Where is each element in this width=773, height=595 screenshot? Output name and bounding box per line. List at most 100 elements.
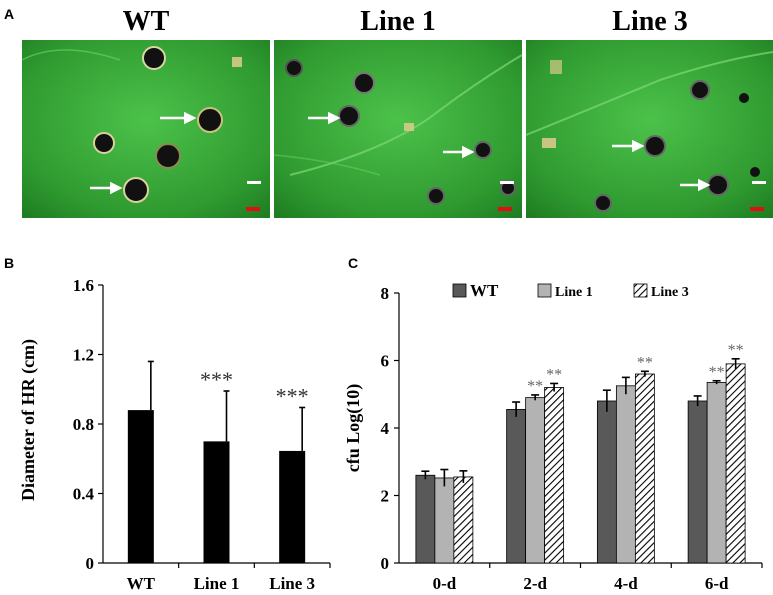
significance-label: ***	[276, 383, 309, 408]
lesion	[739, 93, 749, 103]
significance-label: ***	[200, 367, 233, 392]
lesion	[644, 135, 666, 157]
panel-c-letter: C	[348, 255, 359, 271]
error-bar	[602, 389, 611, 412]
bar-line-1	[615, 385, 636, 564]
panel-b-letter: B	[4, 255, 15, 271]
lesion	[707, 174, 729, 196]
leaf-photo-line1	[273, 40, 523, 218]
scale-bar-white	[752, 181, 766, 184]
error-bar	[421, 470, 430, 480]
bar-line-1	[434, 477, 455, 564]
chart-c-ylabel: cfu Log(10)	[345, 384, 364, 473]
legend-swatch	[452, 283, 467, 298]
bar-line-3	[634, 373, 655, 564]
y-tick-label: 4	[381, 419, 390, 438]
x-tick-label: WT	[127, 574, 156, 593]
bar	[279, 450, 306, 563]
error-bar	[731, 358, 740, 369]
lesion	[750, 167, 760, 177]
y-tick-label: 0.4	[73, 485, 95, 504]
scale-bar-red	[246, 207, 260, 211]
legend-label: Line 1	[555, 285, 593, 300]
legend-swatch	[537, 283, 552, 298]
bar-wt	[596, 400, 617, 564]
photo-title-line3: Line 3	[612, 6, 688, 37]
lesion	[690, 80, 710, 100]
bar-line-1	[706, 382, 727, 564]
significance-label: **	[527, 378, 543, 395]
lesion	[594, 194, 612, 212]
scale-bar-red	[750, 207, 764, 211]
lesion	[474, 141, 492, 159]
bar-wt	[506, 409, 527, 564]
x-tick-label: 4-d	[614, 574, 638, 593]
bar	[203, 441, 230, 563]
x-tick-label: 2-d	[523, 574, 547, 593]
significance-label: **	[546, 366, 562, 383]
photo-title-line1: Line 1	[360, 6, 436, 37]
legend-item-line-3: Line 3	[633, 283, 689, 300]
scale-bar-white	[247, 181, 261, 184]
error-bar	[299, 406, 306, 451]
y-tick-label: 0	[381, 554, 390, 573]
lesion	[197, 107, 223, 133]
lesion	[93, 132, 115, 154]
chart-b: Diameter of HR (cm) 0 0.4 0.8 1.2 1.6 WT Line …	[18, 276, 331, 593]
bar-line-1	[525, 397, 546, 564]
lesion	[155, 143, 181, 169]
error-bar	[223, 390, 230, 442]
error-bar	[440, 468, 449, 487]
x-tick-label: 6-d	[705, 574, 729, 593]
error-bar	[640, 370, 649, 377]
bar	[127, 410, 154, 563]
lesion	[427, 187, 445, 205]
error-bar	[550, 382, 559, 392]
significance-label: **	[637, 354, 653, 371]
legend-swatch	[633, 283, 648, 298]
photo-title-wt: WT	[122, 6, 170, 37]
y-tick-label: 8	[381, 284, 390, 303]
error-bar	[621, 376, 630, 395]
chart-b-ylabel: Diameter of HR (cm)	[18, 339, 39, 501]
error-bar	[712, 379, 721, 385]
x-tick-label: 0-d	[433, 574, 457, 593]
error-bar	[531, 394, 540, 401]
bar-wt	[687, 400, 708, 564]
lesion	[353, 72, 375, 94]
y-tick-label: 1.2	[73, 346, 94, 365]
scale-bar-red	[498, 207, 512, 211]
chart-c-legend: WT Line 1 Line 3	[452, 281, 689, 300]
y-tick-label: 2	[381, 487, 390, 506]
legend-item-wt: WT	[452, 281, 499, 300]
bar-line-3	[544, 387, 565, 564]
y-tick-label: 1.6	[73, 276, 94, 295]
leaf-photos	[21, 40, 773, 218]
legend-label: Line 3	[651, 285, 689, 300]
significance-label: **	[709, 364, 725, 381]
lesion	[338, 105, 360, 127]
error-bar	[147, 360, 154, 411]
y-tick-label: 0	[86, 554, 95, 573]
lesion	[123, 177, 149, 203]
x-tick-label: Line 1	[194, 574, 240, 593]
error-bar	[512, 401, 521, 417]
significance-label: **	[728, 342, 744, 359]
scale-bar-white	[500, 181, 514, 184]
error-bar	[693, 395, 702, 407]
leaf-photo-line3	[525, 40, 773, 218]
lesion	[142, 46, 166, 70]
x-tick-label: Line 3	[269, 574, 315, 593]
legend-item-line-1: Line 1	[537, 283, 593, 300]
lesion	[285, 59, 303, 77]
error-bar	[459, 470, 468, 484]
legend-label: WT	[470, 281, 499, 300]
bar-line-3	[453, 476, 474, 564]
y-tick-label: 0.8	[73, 415, 94, 434]
leaf-photo-wt	[21, 40, 270, 218]
bar-line-3	[725, 363, 746, 564]
y-tick-label: 6	[381, 352, 390, 371]
panel-a-letter: A	[4, 6, 15, 22]
bar-wt	[415, 474, 436, 564]
